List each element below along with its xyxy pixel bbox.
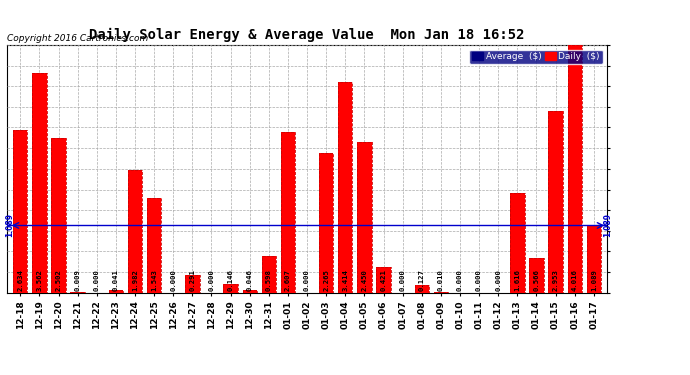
- Text: 0.566: 0.566: [533, 269, 540, 291]
- Bar: [376, 267, 391, 292]
- Bar: [586, 225, 601, 292]
- Bar: [32, 73, 46, 292]
- Text: 1.543: 1.543: [151, 269, 157, 291]
- Bar: [510, 193, 524, 292]
- Bar: [281, 132, 295, 292]
- Text: 0.000: 0.000: [94, 269, 100, 291]
- Bar: [242, 290, 257, 292]
- Bar: [586, 225, 601, 292]
- Bar: [510, 193, 524, 292]
- Bar: [319, 153, 333, 292]
- Text: 0.598: 0.598: [266, 269, 272, 291]
- Bar: [224, 284, 238, 292]
- Bar: [109, 290, 123, 292]
- Bar: [147, 198, 161, 292]
- Text: 0.010: 0.010: [438, 269, 444, 291]
- Text: 0.000: 0.000: [476, 269, 482, 291]
- Bar: [357, 142, 372, 292]
- Bar: [549, 111, 563, 292]
- Bar: [568, 45, 582, 292]
- Text: 0.000: 0.000: [457, 269, 463, 291]
- Text: 2.607: 2.607: [285, 269, 291, 291]
- Text: 2.634: 2.634: [17, 269, 23, 291]
- Bar: [185, 274, 199, 292]
- Bar: [357, 142, 372, 292]
- Bar: [568, 45, 582, 292]
- Text: 0.000: 0.000: [304, 269, 310, 291]
- Bar: [32, 73, 46, 292]
- Bar: [51, 138, 66, 292]
- Bar: [415, 285, 429, 292]
- Text: 0.146: 0.146: [228, 269, 234, 291]
- Text: 0.000: 0.000: [495, 269, 501, 291]
- Text: 0.000: 0.000: [208, 269, 215, 291]
- Text: 4.016: 4.016: [572, 269, 578, 291]
- Bar: [13, 130, 28, 292]
- Text: 0.421: 0.421: [380, 269, 386, 291]
- Text: 2.450: 2.450: [362, 269, 367, 291]
- Text: 1.982: 1.982: [132, 269, 138, 291]
- Text: 0.291: 0.291: [189, 269, 195, 291]
- Text: 1.089: 1.089: [6, 213, 14, 237]
- Text: 2.953: 2.953: [553, 269, 559, 291]
- Title: Daily Solar Energy & Average Value  Mon Jan 18 16:52: Daily Solar Energy & Average Value Mon J…: [89, 28, 525, 42]
- Text: 2.265: 2.265: [323, 269, 329, 291]
- Text: 1.089: 1.089: [604, 213, 613, 237]
- Bar: [338, 82, 353, 292]
- Bar: [529, 258, 544, 292]
- Bar: [51, 138, 66, 292]
- Text: 0.009: 0.009: [75, 269, 81, 291]
- Bar: [185, 274, 199, 292]
- Text: 1.089: 1.089: [591, 269, 597, 291]
- Bar: [262, 256, 276, 292]
- Bar: [529, 258, 544, 292]
- Text: 0.041: 0.041: [113, 269, 119, 291]
- Bar: [147, 198, 161, 292]
- Bar: [13, 130, 28, 292]
- Text: Copyright 2016 Cartronics.com: Copyright 2016 Cartronics.com: [7, 33, 148, 42]
- Text: 1.616: 1.616: [514, 269, 520, 291]
- Text: 0.000: 0.000: [400, 269, 406, 291]
- Bar: [109, 290, 123, 292]
- Text: 3.562: 3.562: [37, 269, 42, 291]
- Text: 0.000: 0.000: [170, 269, 176, 291]
- Bar: [128, 171, 142, 292]
- Text: 0.127: 0.127: [419, 269, 425, 291]
- Text: 3.414: 3.414: [342, 269, 348, 291]
- Legend: Average  ($), Daily  ($): Average ($), Daily ($): [469, 50, 602, 64]
- Bar: [415, 285, 429, 292]
- Bar: [128, 171, 142, 292]
- Text: 2.502: 2.502: [55, 269, 61, 291]
- Bar: [338, 82, 353, 292]
- Bar: [242, 290, 257, 292]
- Bar: [319, 153, 333, 292]
- Bar: [281, 132, 295, 292]
- Bar: [262, 256, 276, 292]
- Bar: [224, 284, 238, 292]
- Bar: [376, 267, 391, 292]
- Text: 0.046: 0.046: [247, 269, 253, 291]
- Bar: [549, 111, 563, 292]
